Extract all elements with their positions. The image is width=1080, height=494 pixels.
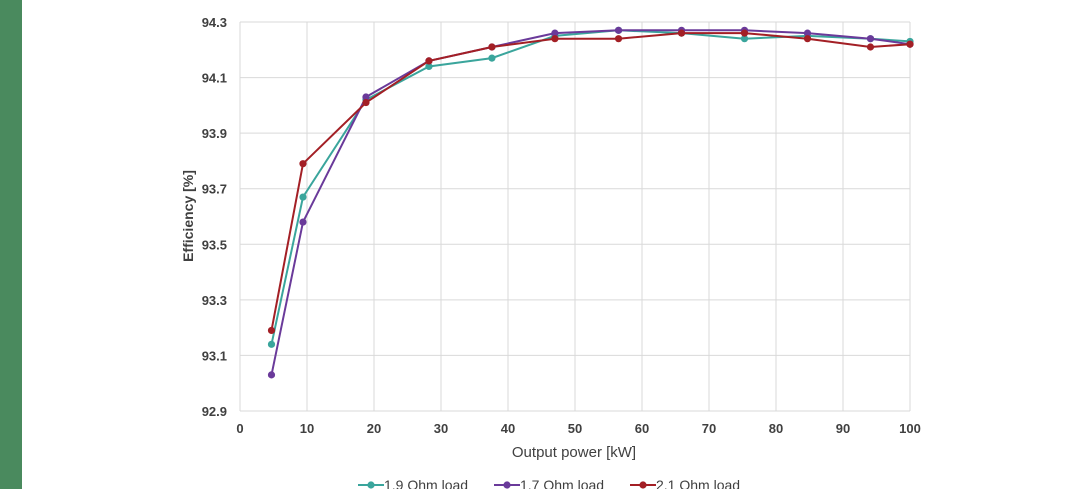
series-point-2 [551,35,559,43]
y-tick-label: 93.5 [202,237,227,252]
x-tick-label: 0 [236,421,243,436]
series-point-1 [614,26,623,34]
y-tick-label: 93.3 [202,293,227,308]
series-line-2 [270,32,911,331]
x-tick-labels: 0 10 20 30 40 50 60 70 80 90 100 [236,421,920,436]
series-point-1 [267,371,276,379]
x-tick-label: 20 [367,421,381,436]
legend-label: 1.7 Ohm load [520,477,604,489]
series-point-2 [866,43,875,51]
series-point-1 [803,29,812,37]
series-lines [267,26,914,379]
series-point-0 [740,35,749,43]
green-side-bar [0,0,22,489]
x-tick-label: 60 [635,421,649,436]
series-point-2 [614,35,623,43]
series-point-2 [362,98,370,107]
series-point-0 [299,193,307,201]
y-tick-label: 93.1 [202,348,227,363]
series-point-2 [267,326,276,335]
x-tick-label: 80 [769,421,783,436]
x-tick-label: 40 [501,421,515,436]
x-tick-label: 50 [568,421,582,436]
legend-swatch-marker [367,481,375,489]
series-point-0 [267,340,276,348]
y-axis-title: Efficiency [%] [180,170,196,262]
series-point-1 [299,218,307,226]
legend: 1.9 Ohm load 1.7 Ohm load 2.1 Ohm load [358,477,740,493]
series-point-2 [803,35,812,43]
legend-label: 1.9 Ohm load [384,477,468,489]
series-point-1 [551,29,559,37]
x-tick-label: 90 [836,421,850,436]
series-point-2 [677,29,686,37]
legend-swatch-marker [639,481,647,489]
series-point-2 [488,43,496,51]
y-tick-label: 93.7 [202,182,227,197]
series-point-1 [362,93,370,101]
x-tick-label: 30 [434,421,448,436]
series-point-2 [906,40,914,48]
legend-swatch-marker [503,481,511,489]
x-axis-title: Output power [kW] [512,444,636,461]
series-point-0 [425,62,433,71]
x-tick-label: 10 [300,421,314,436]
series-point-2 [740,29,749,37]
y-tick-label: 92.9 [202,404,227,419]
y-tick-label: 93.9 [202,126,227,141]
y-tick-label: 94.1 [202,71,227,86]
x-tick-label: 70 [702,421,716,436]
y-tick-labels: 92.9 93.1 93.3 93.5 93.7 93.9 94.1 94.3 [202,15,227,419]
series-point-1 [866,35,875,43]
legend-label: 2.1 Ohm load [656,477,740,489]
grid [239,21,911,412]
x-tick-label: 100 [899,421,921,436]
y-tick-label: 94.3 [202,15,227,30]
series-point-0 [488,54,496,62]
series-point-2 [299,160,307,168]
series-point-2 [425,57,433,65]
series-line-1 [270,29,911,376]
